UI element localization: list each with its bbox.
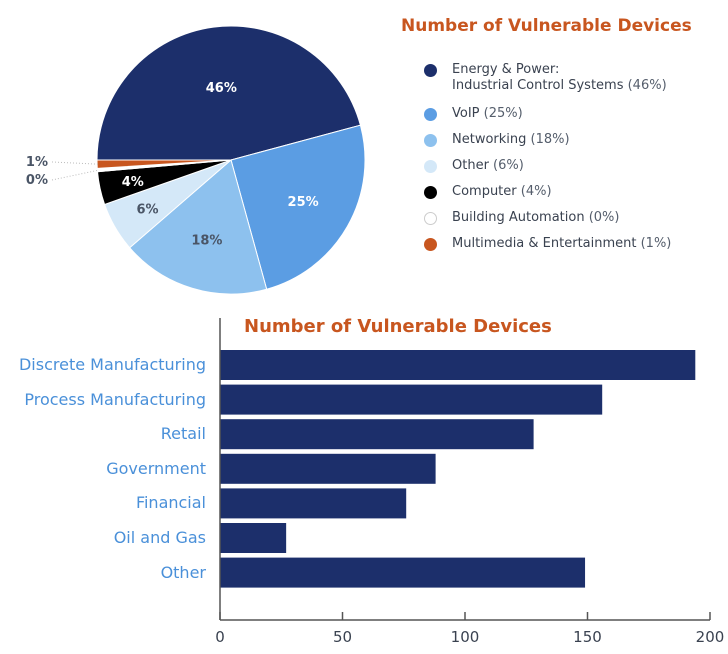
pie-data-label: 6% <box>137 202 159 217</box>
pie-slice <box>128 159 268 295</box>
bar <box>220 384 603 415</box>
bar-title: Number of Vulnerable Devices <box>244 316 552 337</box>
pie-data-label: 4% <box>122 175 144 190</box>
legend-swatch-icon <box>424 238 437 251</box>
legend-swatch-icon <box>424 64 437 77</box>
category-label: Other <box>160 562 206 582</box>
legend-label: Energy & Power: <box>452 62 560 77</box>
legend-percent: (25%) <box>483 106 523 121</box>
legend-label: Computer <box>452 184 521 199</box>
legend-swatch-icon <box>424 108 437 121</box>
pie-slice <box>96 25 362 161</box>
legend-item: Building Automation (0%) <box>424 210 671 226</box>
x-tick-label: 200 <box>696 628 725 646</box>
bar <box>220 419 534 450</box>
leader-line <box>51 169 100 181</box>
pie-data-label: 1% <box>26 155 48 170</box>
bar <box>220 453 436 484</box>
legend-item: Computer (4%) <box>424 184 671 200</box>
x-tick-label: 0 <box>215 628 225 646</box>
legend-swatch-icon <box>424 186 437 199</box>
legend-item: VoIP (25%) <box>424 106 671 122</box>
pie-data-label: 0% <box>26 173 48 188</box>
legend-percent: (1%) <box>640 236 672 251</box>
category-label: Discrete Manufacturing <box>18 355 206 374</box>
legend-percent: (4%) <box>520 184 552 199</box>
pie-slice <box>230 124 366 290</box>
pie-title: Number of Vulnerable Devices <box>401 16 692 36</box>
pie-data-label: 25% <box>288 195 319 210</box>
bar <box>220 488 407 519</box>
legend-item: Multimedia & Entertainment (1%) <box>424 236 671 252</box>
bar <box>220 523 287 553</box>
pie-legend: Energy & Power: Industrial Control System… <box>424 62 671 262</box>
category-label: Retail <box>160 424 206 444</box>
pie-data-label: 46% <box>206 81 237 96</box>
legend-label: VoIP <box>452 106 484 121</box>
pie-chart: 46% 25% 18% 6% 4% 0% 1% <box>26 25 366 295</box>
legend-label: Networking <box>452 132 531 147</box>
legend-percent: (0%) <box>588 210 620 225</box>
legend-label: Other <box>452 158 494 173</box>
bar <box>220 557 586 588</box>
x-tick-label: 150 <box>573 628 602 646</box>
legend-item: Other (6%) <box>424 158 671 174</box>
bar <box>220 350 696 380</box>
category-label: Process Manufacturing <box>24 389 206 409</box>
legend-label: Building Automation <box>452 210 589 225</box>
category-label: Government <box>106 458 206 478</box>
legend-percent: (18%) <box>530 132 570 147</box>
legend-swatch-icon <box>424 212 437 225</box>
pie-data-label: 18% <box>191 234 222 249</box>
category-label: Oil and Gas <box>113 528 206 547</box>
legend-item: Energy & Power: Industrial Control System… <box>424 62 671 94</box>
x-tick-label: 50 <box>333 628 352 646</box>
legend-label: Multimedia & Entertainment <box>452 236 641 251</box>
legend-percent: (46%) <box>627 78 667 93</box>
legend-swatch-icon <box>424 134 437 147</box>
legend-swatch-icon <box>424 160 437 173</box>
legend-label-line2: Industrial Control Systems <box>452 78 628 93</box>
legend-percent: (6%) <box>493 158 524 173</box>
category-label: Financial <box>135 493 206 513</box>
x-tick-label: 100 <box>451 628 480 646</box>
legend-item: Networking (18%) <box>424 132 671 148</box>
leader-line <box>51 161 100 165</box>
